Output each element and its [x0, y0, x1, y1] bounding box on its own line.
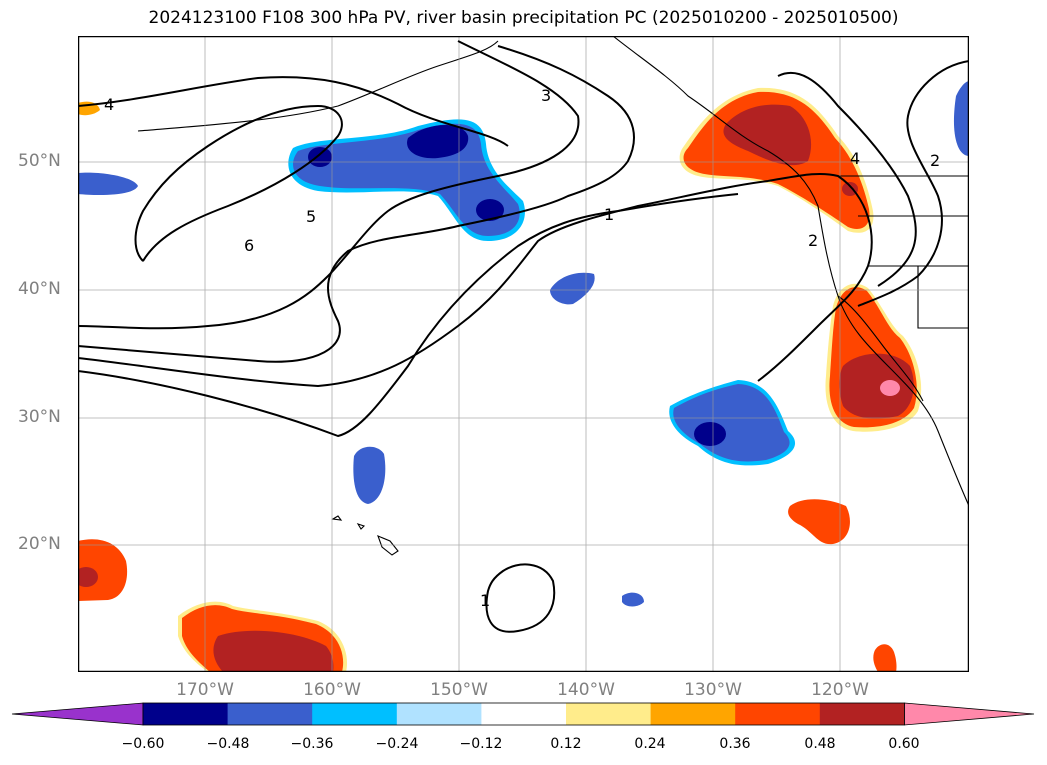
neg-region-corner: [953, 81, 969, 156]
colorbar-tick-label: −0.60: [121, 736, 165, 752]
contour-label: 2: [930, 151, 940, 170]
lon-label-170w: 170°W: [176, 680, 234, 700]
pos-region-pnw-dark2: [842, 182, 858, 196]
colorbar-tick-label: −0.24: [375, 736, 419, 752]
colorbar: [11, 702, 1035, 726]
chart-title: 2024123100 F108 300 hPa PV, river basin …: [148, 8, 899, 28]
colorbar-tick-label: −0.48: [206, 736, 250, 752]
map-panel: 4 3 6 5 1 4 2 2 1: [78, 36, 969, 672]
neg-region-west-mid: [293, 123, 520, 236]
pos-region-pnw-dark: [723, 104, 812, 166]
map-frame: [78, 36, 969, 672]
contour-label: 3: [541, 86, 551, 105]
pos-region-cal-max: [880, 380, 900, 396]
pos-region-cal-dark: [839, 353, 914, 419]
colorbar-tick-label: −0.36: [290, 736, 334, 752]
lon-label-140w: 140°W: [557, 680, 615, 700]
negative-shading: [78, 81, 969, 607]
neg-region-east-mid: [673, 384, 790, 462]
lat-label-40n: 40°N: [18, 279, 61, 299]
contour-label: 6: [244, 236, 254, 255]
neg-region-small1: [550, 272, 595, 305]
colorbar-tick-label: 0.12: [550, 736, 582, 752]
contour-label: 1: [480, 591, 490, 610]
colorbar-cells: [11, 702, 1035, 726]
lat-label-20n: 20°N: [18, 534, 61, 554]
contour-label: 1: [604, 205, 614, 224]
neg-region-west-dark1: [407, 124, 469, 159]
colorbar-cell: [735, 703, 821, 725]
neg-region-east-dark: [694, 422, 726, 446]
colorbar-cell: [650, 703, 736, 725]
contour-label: 2: [808, 231, 818, 250]
colorbar-frame: [142, 702, 905, 726]
neg-region-west-dark2: [308, 147, 332, 167]
contour-label: 5: [306, 207, 316, 226]
contour-label: 4: [850, 149, 860, 168]
colorbar-cell: [396, 703, 482, 725]
colorbar-cell: [819, 703, 905, 725]
lon-label-150w: 150°W: [430, 680, 488, 700]
lat-label-30n: 30°N: [18, 407, 61, 427]
pos-region-small1: [788, 499, 850, 545]
lat-label-50n: 50°N: [18, 151, 61, 171]
neg-region-small2: [353, 446, 386, 504]
colorbar-tick-label: 0.48: [804, 736, 836, 752]
neg-region-small3: [622, 592, 644, 607]
colorbar-cell: [481, 703, 567, 725]
contour-label: 4: [104, 95, 114, 114]
neg-region-west-dark3: [476, 199, 504, 221]
coastlines: [137, 36, 969, 556]
colorbar-extend-low: [11, 702, 144, 726]
colorbar-tick-label: 0.24: [634, 736, 666, 752]
lon-label-160w: 160°W: [303, 680, 361, 700]
contour-label-group: 4 3 6 5 1 4 2 2 1: [104, 86, 940, 610]
colorbar-tick-label: 0.36: [719, 736, 751, 752]
lon-label-130w: 130°W: [684, 680, 742, 700]
lon-label-120w: 120°W: [811, 680, 869, 700]
positive-shading: [78, 87, 922, 672]
pv-contours: [78, 40, 969, 633]
colorbar-cell: [143, 703, 229, 725]
colorbar-extend-high: [904, 702, 1035, 726]
colorbar-tick-label: 0.60: [888, 736, 920, 752]
pos-region-small2: [873, 644, 897, 672]
pos-region-south-dark: [213, 630, 334, 672]
pos-region-west-dark: [78, 567, 98, 587]
neg-region-edge: [78, 172, 138, 196]
colorbar-cell: [227, 703, 313, 725]
colorbar-tick-label: −0.12: [459, 736, 503, 752]
colorbar-cell: [312, 703, 398, 725]
colorbar-cell: [566, 703, 652, 725]
